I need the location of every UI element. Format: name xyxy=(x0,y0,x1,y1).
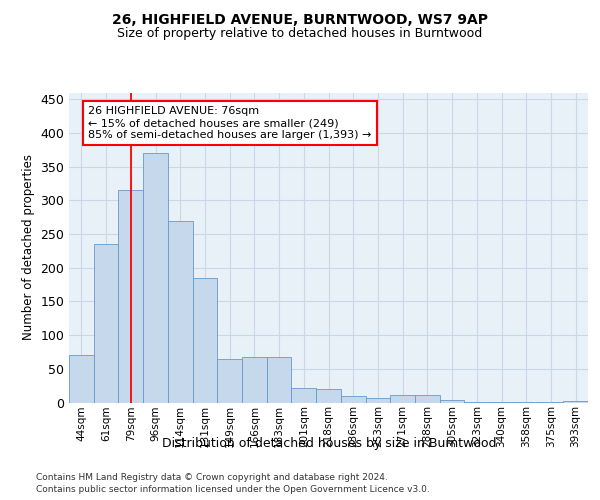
Text: Distribution of detached houses by size in Burntwood: Distribution of detached houses by size … xyxy=(161,438,496,450)
Bar xyxy=(390,395,415,402)
Bar xyxy=(316,389,341,402)
Bar xyxy=(168,220,193,402)
Text: 26, HIGHFIELD AVENUE, BURNTWOOD, WS7 9AP: 26, HIGHFIELD AVENUE, BURNTWOOD, WS7 9AP xyxy=(112,12,488,26)
Text: Contains HM Land Registry data © Crown copyright and database right 2024.: Contains HM Land Registry data © Crown c… xyxy=(36,472,388,482)
Bar xyxy=(292,388,316,402)
Bar xyxy=(267,356,292,403)
Bar xyxy=(94,244,118,402)
Text: Size of property relative to detached houses in Burntwood: Size of property relative to detached ho… xyxy=(118,28,482,40)
Bar xyxy=(415,395,440,402)
Y-axis label: Number of detached properties: Number of detached properties xyxy=(22,154,35,340)
Bar xyxy=(193,278,217,402)
Bar xyxy=(563,401,588,402)
Bar xyxy=(143,153,168,402)
Bar xyxy=(341,396,365,402)
Bar xyxy=(217,358,242,403)
Bar xyxy=(118,190,143,402)
Bar xyxy=(242,356,267,403)
Bar xyxy=(440,400,464,402)
Bar xyxy=(365,398,390,402)
Bar xyxy=(69,356,94,403)
Text: Contains public sector information licensed under the Open Government Licence v3: Contains public sector information licen… xyxy=(36,485,430,494)
Text: 26 HIGHFIELD AVENUE: 76sqm
← 15% of detached houses are smaller (249)
85% of sem: 26 HIGHFIELD AVENUE: 76sqm ← 15% of deta… xyxy=(88,106,371,140)
